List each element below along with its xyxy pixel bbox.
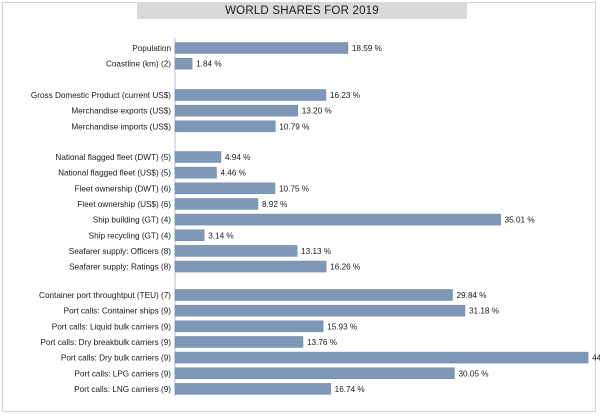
value-label: 8.92 % [262,200,288,209]
bar [174,367,455,379]
category-label: Container port throughtput (TEU) (7) [39,291,171,300]
bar [174,104,299,117]
category-label: Port calls: Container ships (9) [64,307,172,316]
bar [174,229,205,241]
category-label: Port calls: Dry bulk carriers (9) [61,354,171,363]
value-label: 13.76 % [307,338,337,347]
bar [174,320,324,333]
category-label: Port calls: LNG carriers (9) [74,385,171,394]
bar [174,120,276,133]
bar [174,289,453,301]
bar [174,198,259,210]
bar [174,383,331,395]
value-label: 30.05 % [458,369,488,378]
category-label: Port calls: Liquid bulk carriers (9) [52,322,171,331]
category-label: Ship recycling (GT) (4) [89,231,172,240]
bar [174,213,501,226]
category-label: National flagged fleet (US$) (5) [58,169,171,178]
category-label: Gross Domestic Product (current US$) [31,91,171,100]
category-label: Port calls: Dry breakbulk carriers (9) [40,338,171,347]
bar [174,245,298,257]
bar [174,336,304,348]
value-label: 13.20 % [302,107,332,116]
value-label: 4.94 % [225,153,251,162]
value-label: 18.59 % [352,44,382,53]
category-label: Coastline (km) (2) [106,60,171,69]
bar [174,260,327,273]
value-label: 16.23 % [330,91,360,100]
value-label: 10.79 % [279,122,309,131]
value-label: 16.26 % [330,263,360,272]
bar [174,57,193,70]
value-label: 29.84 % [457,291,487,300]
bar [174,89,327,101]
value-label: 10.75 % [279,184,309,193]
value-label: 4.46 % [220,169,246,178]
category-label: Merchandise imports (US$) [71,122,171,131]
value-label: 1.84 % [196,60,222,69]
bar [174,42,349,54]
category-label: Fleet ownership (US$) (6) [77,200,171,209]
value-label: 15.93 % [327,322,357,331]
value-label: 13.13 % [301,247,331,256]
bar [174,166,217,179]
bar [174,351,589,364]
bar [174,151,222,163]
value-label: 44.42 % [592,354,600,363]
category-label: Port calls: LPG carriers (9) [75,369,172,378]
value-label: 31.18 % [469,307,499,316]
category-label: Ship building (GT) (4) [93,216,172,225]
bar [174,304,466,317]
category-label: Population [132,44,171,53]
category-label: Seafarer supply: Officers (8) [69,247,172,256]
chart-title: WORLD SHARES FOR 2019 [137,2,467,19]
category-label: National flagged fleet (DWT) (5) [55,153,171,162]
value-label: 16.74 % [335,385,365,394]
category-label: Merchandise exports (US$) [71,107,171,116]
value-label: 3.14 % [208,231,234,240]
category-label: Seafarer supply: Ratings (8) [69,263,171,272]
value-label: 35.01 % [505,216,535,225]
category-label: Fleet ownership (DWT) (6) [75,184,172,193]
bar [174,182,276,195]
